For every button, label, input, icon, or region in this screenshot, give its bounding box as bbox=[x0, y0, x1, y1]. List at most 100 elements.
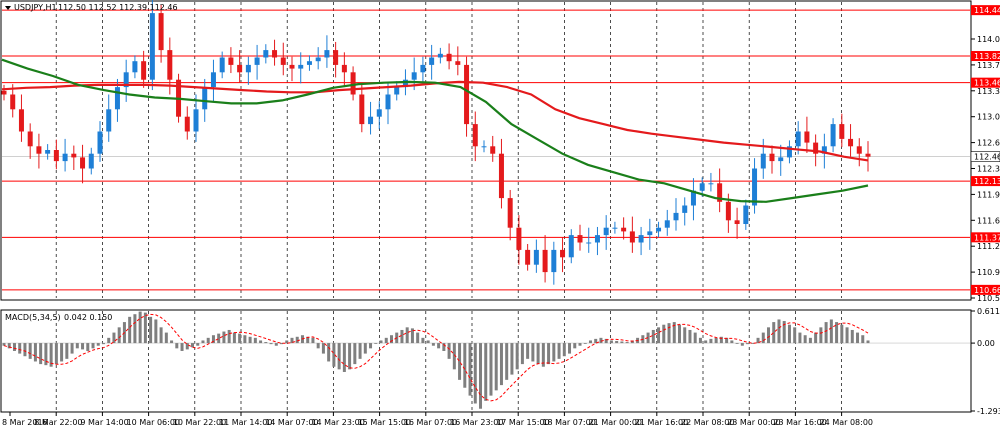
candle-body bbox=[202, 87, 208, 110]
macd-bar bbox=[473, 343, 477, 404]
macd-bar bbox=[489, 343, 493, 396]
candle-body bbox=[245, 64, 251, 73]
candle-body bbox=[298, 64, 304, 69]
macd-bar bbox=[405, 327, 409, 344]
macd-bar bbox=[499, 343, 503, 386]
price-tick-label: 113.35 bbox=[977, 87, 1000, 96]
macd-bar bbox=[91, 343, 95, 349]
macd-bar bbox=[866, 340, 870, 344]
candle-body bbox=[184, 116, 190, 132]
candle-body bbox=[542, 249, 548, 273]
macd-bar bbox=[28, 343, 32, 359]
level-price-box bbox=[971, 232, 1000, 243]
candle-body bbox=[830, 124, 836, 147]
candle-body bbox=[114, 87, 120, 110]
candle-body bbox=[315, 57, 321, 62]
macd-bar bbox=[793, 327, 797, 344]
macd-bar bbox=[164, 332, 168, 344]
macd-signal-line bbox=[3, 313, 869, 402]
macd-bar bbox=[599, 337, 603, 344]
candle-body bbox=[36, 146, 42, 154]
price-tick-label: 113.00 bbox=[977, 113, 1000, 122]
macd-bar bbox=[348, 343, 352, 370]
chart-header: USDJPY,H1 112.50 112.52 112.39 112.46 bbox=[5, 3, 178, 12]
macd-bar bbox=[725, 337, 729, 344]
candle-body bbox=[1, 90, 7, 95]
macd-bar bbox=[44, 343, 48, 366]
price-tick-label: 111.60 bbox=[977, 216, 1000, 225]
macd-bar bbox=[526, 343, 530, 359]
symbol-label: USDJPY,H1 bbox=[14, 3, 57, 12]
macd-bar bbox=[772, 322, 776, 344]
macd-bar bbox=[117, 327, 121, 344]
level-price-label: 113.46 bbox=[974, 79, 1000, 88]
candle-body bbox=[376, 109, 382, 117]
level-price-label: 110.66 bbox=[974, 286, 1000, 295]
macd-values-label: 0.042 0.150 bbox=[64, 313, 112, 322]
macd-header: MACD(5,34,5) 0.042 0.150 bbox=[5, 313, 112, 322]
time-tick-label: 11 Mar 14:00 bbox=[219, 418, 272, 427]
macd-bar bbox=[358, 343, 362, 359]
candle-body bbox=[429, 57, 435, 65]
macd-bar bbox=[431, 343, 435, 346]
macd-bar bbox=[583, 343, 587, 344]
level-price-box bbox=[971, 176, 1000, 187]
macd-bar bbox=[133, 314, 137, 344]
candle-body bbox=[219, 57, 225, 73]
candle-body bbox=[18, 109, 24, 132]
macd-bar bbox=[18, 343, 22, 354]
macd-bar bbox=[735, 343, 739, 344]
time-tick-label: 21 Mar 00:00 bbox=[589, 418, 642, 427]
macd-bar bbox=[170, 340, 174, 344]
macd-bar bbox=[222, 331, 226, 344]
level-price-box bbox=[971, 77, 1000, 88]
macd-bar bbox=[206, 337, 210, 344]
candle-body bbox=[856, 146, 862, 154]
candle-body bbox=[682, 205, 688, 213]
macd-bar bbox=[452, 343, 456, 370]
candle-body bbox=[333, 50, 339, 65]
candle-body bbox=[394, 87, 400, 95]
candle-body bbox=[27, 131, 33, 147]
dropdown-triangle-icon[interactable] bbox=[5, 6, 11, 10]
current-price-box bbox=[970, 151, 1000, 162]
macd-bar bbox=[201, 340, 205, 344]
candle-body bbox=[368, 116, 374, 125]
candle-body bbox=[272, 50, 278, 58]
candle-body bbox=[673, 212, 679, 221]
level-price-label: 114.44 bbox=[974, 6, 1000, 15]
macd-bar bbox=[677, 324, 681, 344]
macd-bar bbox=[615, 340, 619, 344]
macd-bar bbox=[767, 327, 771, 344]
price-tick-label: 111.25 bbox=[977, 242, 1000, 251]
time-tick-label: 21 Mar 16:00 bbox=[635, 418, 688, 427]
time-tick-label: 22 Mar 08:00 bbox=[681, 418, 734, 427]
macd-bar bbox=[662, 324, 666, 344]
candle-body bbox=[149, 13, 155, 80]
candle-body bbox=[804, 131, 810, 143]
macd-bar bbox=[604, 338, 608, 344]
macd-tick-label: 0.00 bbox=[977, 339, 995, 348]
candle-body bbox=[455, 61, 461, 65]
macd-bar bbox=[463, 343, 467, 388]
macd-bar bbox=[290, 337, 294, 344]
price-tick-label: 112.30 bbox=[977, 165, 1000, 174]
macd-bar bbox=[217, 333, 221, 344]
price-panel-frame bbox=[0, 0, 972, 301]
candle-body bbox=[237, 64, 243, 73]
macd-bar bbox=[819, 327, 823, 344]
candle-body bbox=[743, 205, 749, 224]
level-price-label: 111.37 bbox=[974, 233, 1000, 242]
macd-bar bbox=[410, 328, 414, 344]
ma-line-green[interactable] bbox=[1, 58, 869, 203]
macd-bar bbox=[531, 343, 535, 362]
candle-body bbox=[359, 94, 365, 125]
candle-body bbox=[280, 57, 286, 65]
macd-bar bbox=[311, 337, 315, 344]
macd-bar bbox=[803, 335, 807, 344]
macd-bar bbox=[23, 343, 27, 357]
candle-body bbox=[778, 157, 784, 162]
time-tick-label: 24 Mar 08:00 bbox=[820, 418, 873, 427]
